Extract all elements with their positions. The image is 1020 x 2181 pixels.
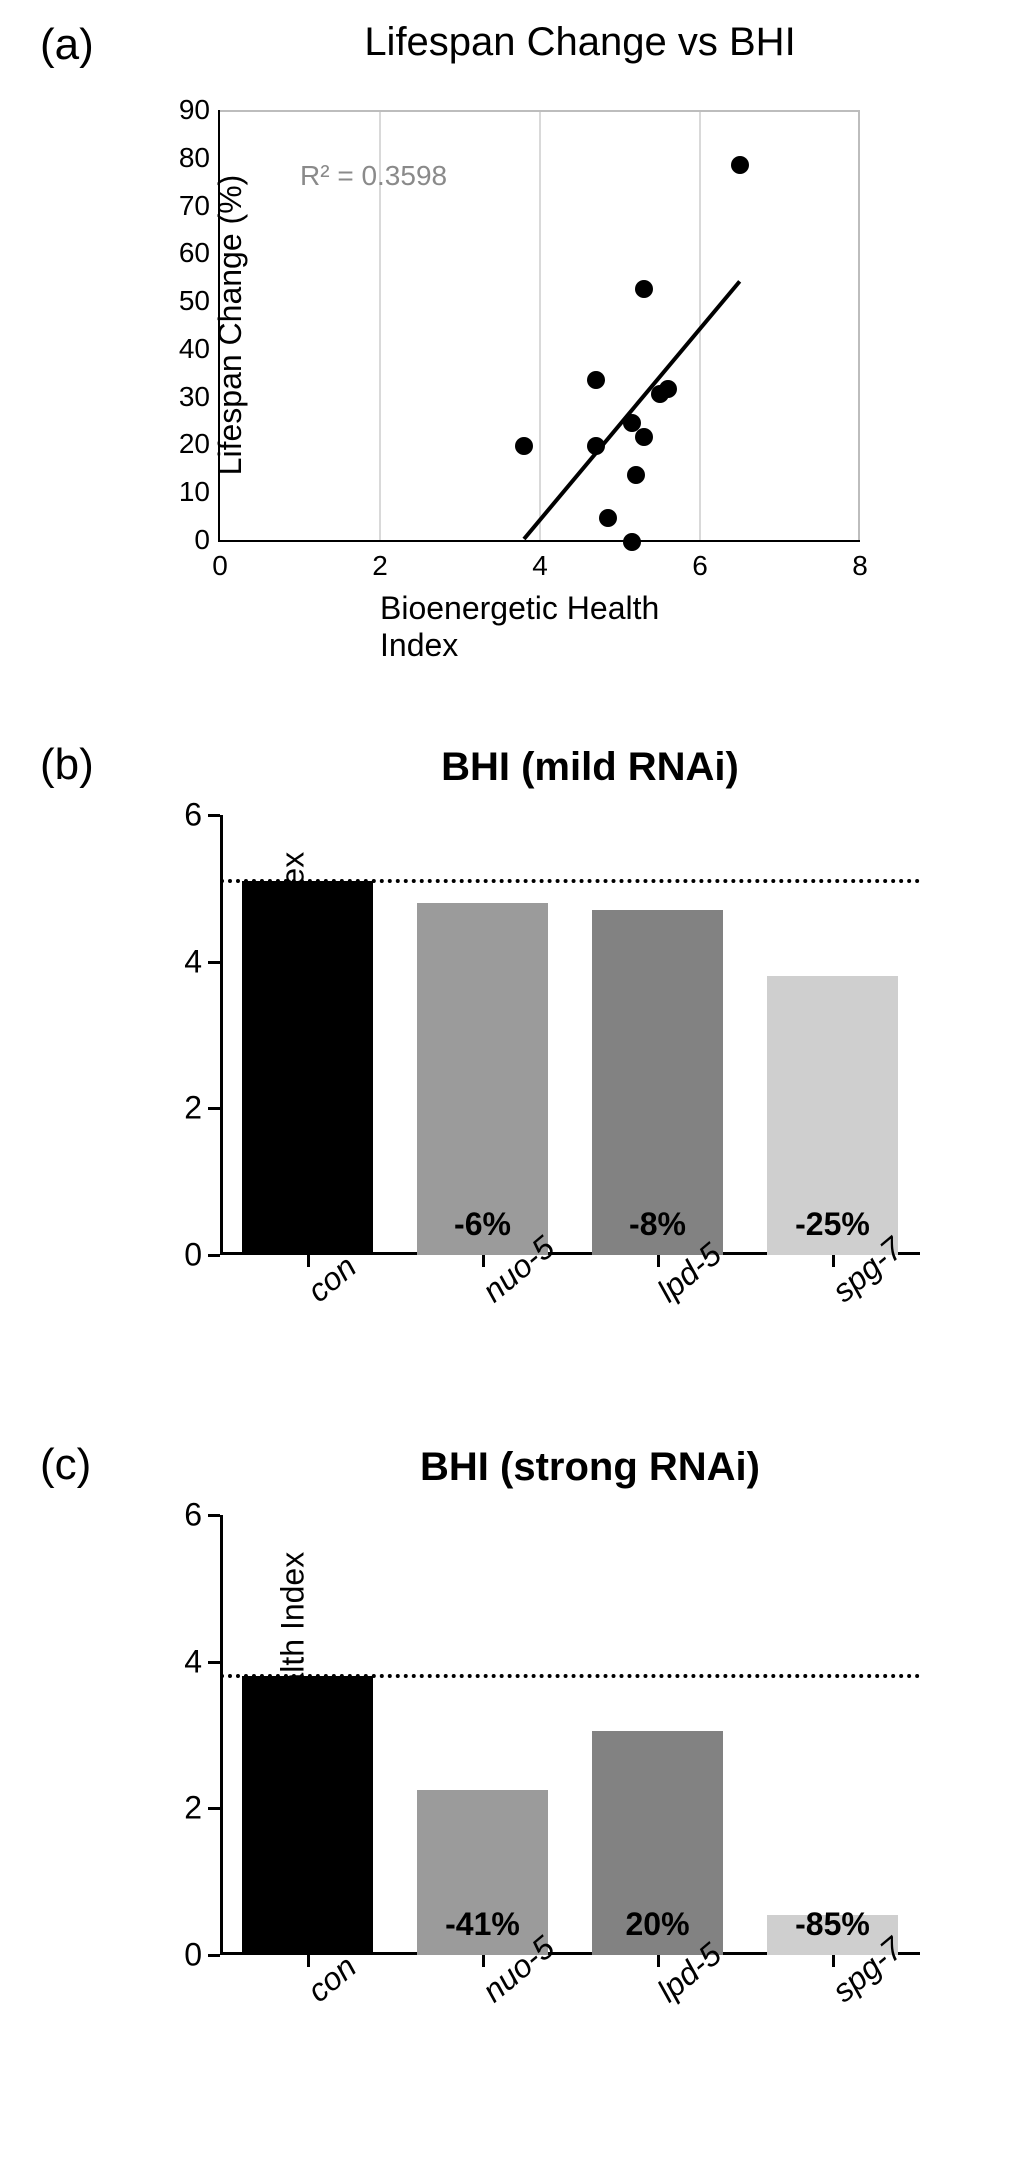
scatter-point [731,156,749,174]
bar-axis-y [220,1515,223,1955]
scatter-point [599,509,617,527]
scatter-y-tick-label: 0 [194,524,210,556]
panel-a-label: (a) [40,20,94,70]
bar-y-tick [208,1661,220,1664]
bar-y-tick-label: 2 [184,1790,202,1827]
bar-category-label: con [300,1975,331,2010]
scatter-point [587,437,605,455]
bar-y-tick [208,961,220,964]
bar-y-tick-label: 6 [184,797,202,834]
scatter-y-tick-label: 50 [179,285,210,317]
panel-c-title: BHI (strong RNAi) [320,1445,860,1490]
scatter-y-tick-label: 10 [179,476,210,508]
bar-percent-label: -25% [795,1206,870,1243]
bar-category-label: nuo-5 [475,1975,506,2010]
scatter-x-tick-label: 4 [532,550,548,582]
scatter-point [623,533,641,551]
bar-y-tick [208,1514,220,1517]
scatter-y-tick-label: 40 [179,333,210,365]
scatter-r2-annotation: R² = 0.3598 [300,160,447,192]
bar-b-y-axis-label: Bioenergetic Health Index [275,852,312,1218]
bar-category-label: nuo-5 [475,1275,506,1310]
bar-plot-area: -41% 20% -85% [220,1515,920,1955]
scatter-y-tick-label: 60 [179,237,210,269]
scatter-point [515,437,533,455]
scatter-x-tick-label: 8 [852,550,868,582]
scatter-point [635,280,653,298]
bar-percent-label: 20% [625,1906,689,1943]
bar-x-tick [832,1955,835,1967]
bar-plot-area: -6% -8% -25% [220,815,920,1255]
scatter-x-tick-label: 6 [692,550,708,582]
bar-x-tick [482,1255,485,1267]
bar-category-label: con [300,1275,331,1310]
bar-y-tick [208,814,220,817]
bar-y-tick-label: 2 [184,1090,202,1127]
bar-y-tick-label: 4 [184,1643,202,1680]
scatter-gridline [539,112,541,540]
bar-percent-label: -6% [454,1206,511,1243]
bar-category-label: lpd-5 [650,1975,681,2010]
scatter-trendline [522,280,741,541]
bar-category-label: spg-7 [825,1275,856,1310]
scatter-point [627,466,645,484]
bar-category-label: spg-7 [825,1975,856,2010]
bar-chart-mild: -6%-8%-25% Bioenergetic Health Index 024… [220,815,920,1255]
scatter-x-tick-label: 2 [372,550,388,582]
scatter-axis-x [218,540,860,542]
scatter-y-tick-label: 70 [179,190,210,222]
scatter-point [659,380,677,398]
scatter-point [635,428,653,446]
bar-y-tick-label: 0 [184,1237,202,1274]
bar-x-tick [482,1955,485,1967]
scatter-chart: Lifespan Change (%) Bioenergetic Health … [220,110,860,540]
panel-a-title: Lifespan Change vs BHI [300,20,860,65]
scatter-x-tick-label: 0 [212,550,228,582]
scatter-y-tick-label: 20 [179,428,210,460]
scatter-y-tick-label: 90 [179,94,210,126]
bar-percent-label: -41% [445,1906,520,1943]
bar-x-tick [657,1955,660,1967]
bar-x-tick [307,1255,310,1267]
bar-percent-label: -85% [795,1906,870,1943]
scatter-y-tick-label: 80 [179,142,210,174]
scatter-y-axis-label: Lifespan Change (%) [212,175,249,476]
panel-b-title: BHI (mild RNAi) [320,745,860,790]
bar-c-y-axis-label: Bioenergetic Health Index [275,1552,312,1918]
panel-c-label: (c) [40,1440,91,1490]
bar-y-tick [208,1954,220,1957]
bar-rect [417,903,548,1255]
bar-x-tick [307,1955,310,1967]
scatter-x-axis-label: Bioenergetic Health Index [380,590,700,664]
bar-chart-strong: -41%20%-85% Bioenergetic Health Index 02… [220,1515,920,1955]
bar-y-tick [208,1807,220,1810]
bar-category-label: lpd-5 [650,1275,681,1310]
scatter-point [587,371,605,389]
bar-x-tick [657,1255,660,1267]
bar-y-tick [208,1107,220,1110]
panel-b-label: (b) [40,740,94,790]
bar-y-tick [208,1254,220,1257]
scatter-y-tick-label: 30 [179,381,210,413]
bar-x-tick [832,1255,835,1267]
bar-y-tick-label: 4 [184,943,202,980]
bar-y-tick-label: 0 [184,1937,202,1974]
bar-percent-label: -8% [629,1206,686,1243]
bar-rect [592,910,723,1255]
bar-y-tick-label: 6 [184,1497,202,1534]
